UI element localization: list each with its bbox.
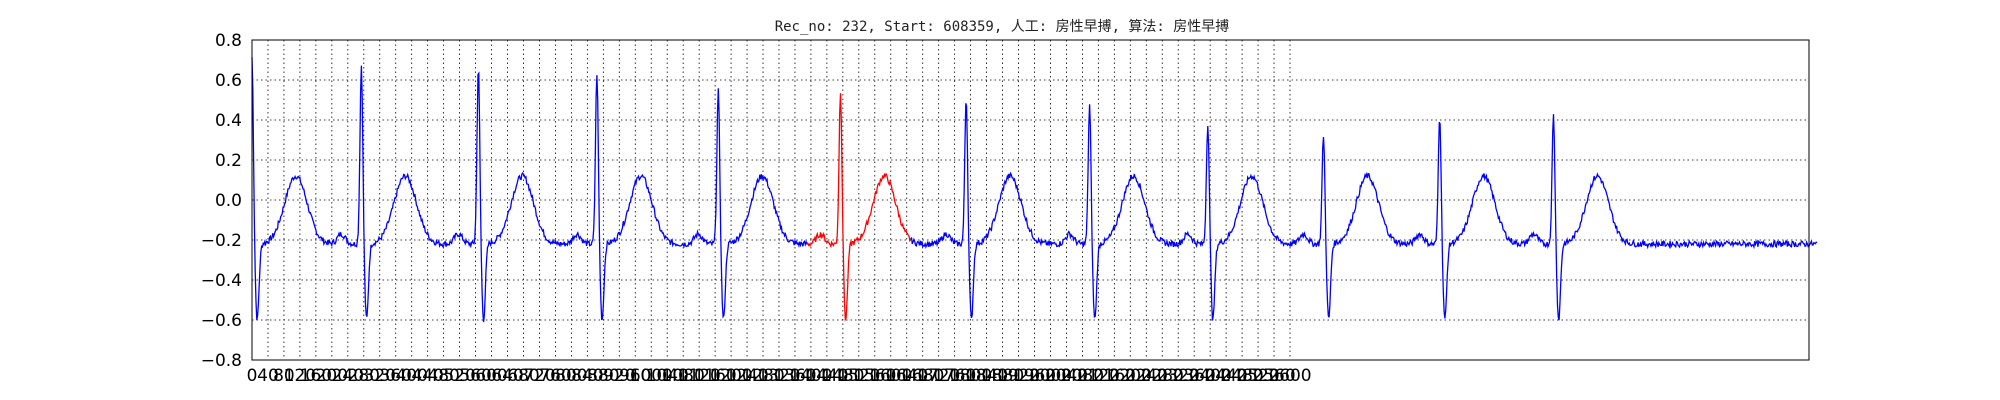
x-tick-label: 680 <box>507 366 539 386</box>
x-tick-label: 760 <box>539 366 571 386</box>
x-tick-label: 1960 <box>1013 366 1056 386</box>
y-tick-label: 0.4 <box>215 111 242 131</box>
x-tick-label: 40 <box>257 366 279 386</box>
x-tick-label: 1640 <box>885 366 928 386</box>
y-tick-label: 0.8 <box>215 31 242 51</box>
x-tick-label: 2080 <box>1061 366 1104 386</box>
y-tick-label: 0.0 <box>215 191 242 211</box>
x-tick-label: 1920 <box>997 366 1040 386</box>
x-tick-label: 1120 <box>678 366 721 386</box>
x-tick-label: 800 <box>555 366 587 386</box>
x-tick-label: 160 <box>300 366 332 386</box>
x-tick-label: 2040 <box>1045 366 1088 386</box>
x-tick-label: 2120 <box>1077 366 1120 386</box>
x-tick-label: 0 <box>247 366 258 386</box>
x-tick-label: 400 <box>395 366 427 386</box>
x-tick-label: 120 <box>284 366 316 386</box>
x-tick-label: 2320 <box>1157 366 1200 386</box>
x-tick-label: 1880 <box>981 366 1024 386</box>
x-tick-label: 1520 <box>837 366 880 386</box>
x-tick-label: 2280 <box>1141 366 1184 386</box>
x-tick-label: 280 <box>348 366 380 386</box>
x-tick-label: 600 <box>475 366 507 386</box>
x-tick-label: 1840 <box>965 366 1008 386</box>
x-tick-label: 960 <box>619 366 651 386</box>
x-tick-label: 1160 <box>693 366 736 386</box>
x-tick-label: 2600 <box>1268 366 1311 386</box>
x-tick-label: 240 <box>332 366 364 386</box>
x-tick-label: 2160 <box>1093 366 1136 386</box>
x-tick-label: 2480 <box>1220 366 1263 386</box>
x-tick-label: 1560 <box>853 366 896 386</box>
x-tick-label: 1200 <box>709 366 752 386</box>
ecg-trace-blue-1 <box>251 57 808 323</box>
x-tick-label: 1800 <box>949 366 992 386</box>
ecg-trace-highlight <box>806 93 912 322</box>
y-axis-ticks: −0.8 −0.6 −0.4 −0.2 0.0 0.2 0.4 0.6 0.8 <box>201 31 242 371</box>
x-tick-label: 1720 <box>917 366 960 386</box>
y-tick-label: −0.6 <box>201 311 242 331</box>
x-tick-label: 360 <box>379 366 411 386</box>
x-tick-label: 2240 <box>1125 366 1168 386</box>
x-tick-label: 320 <box>364 366 396 386</box>
x-tick-label: 1080 <box>662 366 705 386</box>
x-tick-label: 1600 <box>869 366 912 386</box>
plot-frame <box>251 39 1810 361</box>
x-tick-label: 1480 <box>821 366 864 386</box>
x-tick-label: 1360 <box>773 366 816 386</box>
x-tick-label: 1680 <box>901 366 944 386</box>
x-tick-label: 1760 <box>933 366 976 386</box>
x-tick-label: 520 <box>443 366 475 386</box>
x-tick-label: 200 <box>316 366 348 386</box>
x-tick-label: 1000 <box>630 366 673 386</box>
x-tick-label: 1240 <box>725 366 768 386</box>
x-tick-label: 640 <box>491 366 523 386</box>
x-tick-label: 480 <box>427 366 459 386</box>
x-tick-label: 2560 <box>1252 366 1295 386</box>
y-tick-label: 0.2 <box>215 151 242 171</box>
x-tick-label: 720 <box>523 366 555 386</box>
x-tick-label: 1400 <box>789 366 832 386</box>
y-tick-label: −0.8 <box>201 351 242 371</box>
ecg-trace-blue-2 <box>910 103 1818 321</box>
y-tick-label: −0.2 <box>201 231 242 251</box>
x-axis-ticks: 0 408012016020024028032036040044048052056… <box>247 366 1312 386</box>
x-tick-label: 2520 <box>1236 366 1279 386</box>
grid-lines <box>252 40 1809 360</box>
x-tick-label: 2400 <box>1189 366 1232 386</box>
x-tick-label: 2360 <box>1173 366 1216 386</box>
x-tick-label: 2440 <box>1204 366 1247 386</box>
x-tick-label: 840 <box>571 366 603 386</box>
x-tick-label: 560 <box>459 366 491 386</box>
x-tick-label: 1040 <box>646 366 689 386</box>
x-tick-label: 1280 <box>741 366 784 386</box>
chart-title: Rec_no: 232, Start: 608359, 人工: 房性早搏, 算法… <box>775 18 1230 35</box>
x-tick-label: 2000 <box>1029 366 1072 386</box>
y-tick-label: −0.4 <box>201 271 242 291</box>
x-tick-label: 2200 <box>1109 366 1152 386</box>
x-tick-label: 440 <box>411 366 443 386</box>
x-tick-label: 80 <box>273 366 295 386</box>
x-tick-label: 880 <box>587 366 619 386</box>
ecg-signal <box>251 57 1818 323</box>
x-tick-label: 1440 <box>805 366 848 386</box>
x-tick-label: 1320 <box>757 366 800 386</box>
x-tick-label: 920 <box>603 366 635 386</box>
y-tick-label: 0.6 <box>215 71 242 91</box>
